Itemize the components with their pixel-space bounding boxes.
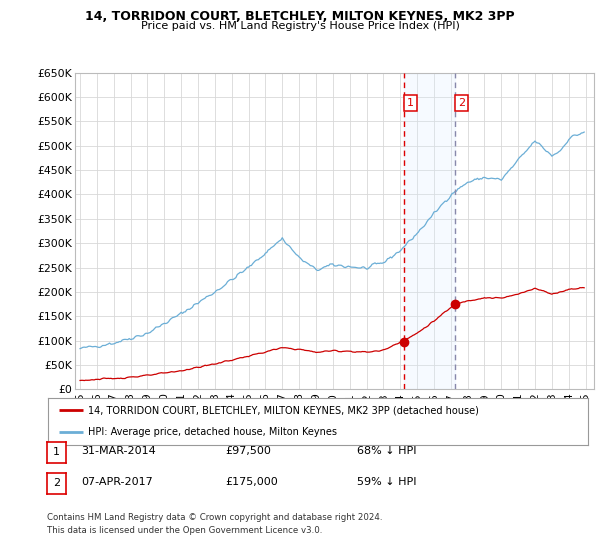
Text: 31-MAR-2014: 31-MAR-2014 bbox=[81, 446, 156, 456]
Text: 1: 1 bbox=[53, 447, 60, 458]
Text: 14, TORRIDON COURT, BLETCHLEY, MILTON KEYNES, MK2 3PP (detached house): 14, TORRIDON COURT, BLETCHLEY, MILTON KE… bbox=[89, 405, 479, 416]
Text: Contains HM Land Registry data © Crown copyright and database right 2024.: Contains HM Land Registry data © Crown c… bbox=[47, 513, 382, 522]
Text: This data is licensed under the Open Government Licence v3.0.: This data is licensed under the Open Gov… bbox=[47, 526, 322, 535]
Bar bbox=[404, 73, 455, 389]
Text: Price paid vs. HM Land Registry's House Price Index (HPI): Price paid vs. HM Land Registry's House … bbox=[140, 21, 460, 31]
Text: 2: 2 bbox=[458, 98, 465, 108]
Text: HPI: Average price, detached house, Milton Keynes: HPI: Average price, detached house, Milt… bbox=[89, 427, 337, 437]
Text: 1: 1 bbox=[407, 98, 414, 108]
Text: 07-APR-2017: 07-APR-2017 bbox=[81, 477, 153, 487]
Text: 68% ↓ HPI: 68% ↓ HPI bbox=[357, 446, 416, 456]
Text: £97,500: £97,500 bbox=[225, 446, 271, 456]
Text: 59% ↓ HPI: 59% ↓ HPI bbox=[357, 477, 416, 487]
Text: 2: 2 bbox=[53, 478, 60, 488]
Text: 14, TORRIDON COURT, BLETCHLEY, MILTON KEYNES, MK2 3PP: 14, TORRIDON COURT, BLETCHLEY, MILTON KE… bbox=[85, 10, 515, 22]
Text: £175,000: £175,000 bbox=[225, 477, 278, 487]
